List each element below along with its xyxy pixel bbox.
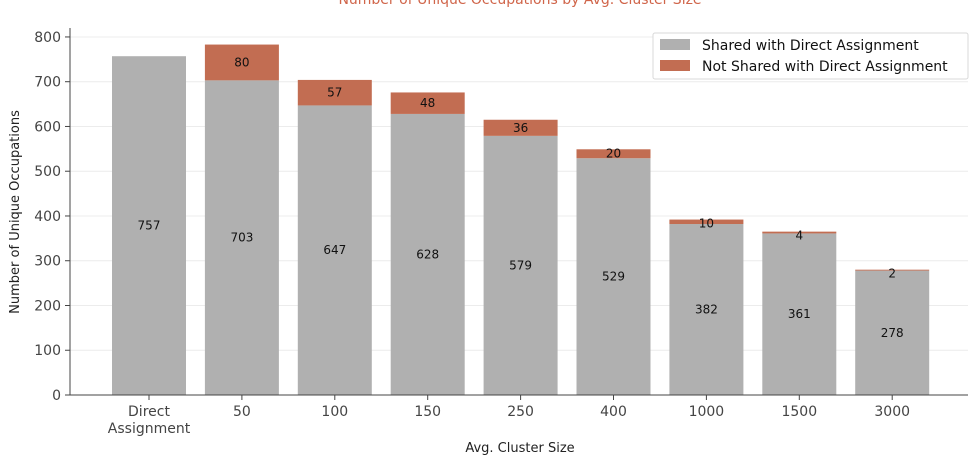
bar-not-shared-7 xyxy=(762,231,837,234)
bar-shared-2 xyxy=(297,105,372,396)
bar-shared-8 xyxy=(855,270,930,395)
bar-not-shared-6 xyxy=(669,219,744,225)
y-tick-label-500: 500 xyxy=(34,164,61,180)
bar-shared-6 xyxy=(669,224,744,395)
x-axis-label: Avg. Cluster Size xyxy=(465,441,574,456)
data-label-shared-4: 579 xyxy=(509,258,532,272)
bar-not-shared-5 xyxy=(576,149,651,159)
data-label-shared-3: 628 xyxy=(416,247,439,261)
bar-shared-0 xyxy=(112,56,186,395)
data-label-not-shared-7: 4 xyxy=(795,229,803,243)
bar-not-shared-8 xyxy=(855,269,930,271)
data-label-not-shared-2: 57 xyxy=(327,86,342,100)
y-ticks: 0 100 200 300 400 500 600 700 800 xyxy=(34,30,70,404)
x-tick-label-7: 1500 xyxy=(781,404,817,420)
x-tick-label-1: 50 xyxy=(233,404,251,420)
x-tick-label-5: 400 xyxy=(600,404,627,420)
bar-shared-3 xyxy=(390,113,465,396)
bar-shared-1 xyxy=(204,80,279,396)
x-tick-label-8: 3000 xyxy=(874,404,910,420)
data-label-not-shared-5: 20 xyxy=(606,146,621,160)
y-tick-label-100: 100 xyxy=(34,343,61,359)
y-tick-label-700: 700 xyxy=(34,75,61,91)
x-tick-label-2: 100 xyxy=(321,404,348,420)
y-tick-label-300: 300 xyxy=(34,254,61,270)
bar-not-shared-2 xyxy=(297,79,372,106)
bar-not-shared-3 xyxy=(390,92,465,114)
legend-frame xyxy=(652,32,969,80)
x-tick-label-0-line0: Direct xyxy=(128,404,170,420)
legend-swatch-shared xyxy=(660,39,690,50)
x-tick-label-4: 250 xyxy=(507,404,534,420)
legend: Shared with Direct Assignment Not Shared… xyxy=(652,32,969,80)
data-labels: 757 703 80 647 57 628 48 579 36 529 20 382 10 361 4 278… xyxy=(138,55,904,339)
data-label-not-shared-3: 48 xyxy=(420,96,435,110)
x-tick-label-6: 1000 xyxy=(689,404,725,420)
data-label-shared-2: 647 xyxy=(323,243,346,257)
chart-title: Number of Unique Occupations by Avg. Clu… xyxy=(338,0,701,8)
data-label-shared-7: 361 xyxy=(788,307,811,321)
y-axis-label: Number of Unique Occupations xyxy=(8,110,23,314)
bar-shared-5 xyxy=(576,158,651,395)
data-label-not-shared-4: 36 xyxy=(513,121,528,135)
y-tick-label-800: 800 xyxy=(34,30,61,46)
bar-shared-7 xyxy=(762,233,837,395)
x-tick-label-3: 150 xyxy=(414,404,441,420)
y-tick-label-600: 600 xyxy=(34,119,61,135)
data-label-not-shared-1: 80 xyxy=(234,55,249,69)
data-label-shared-0: 757 xyxy=(138,219,161,233)
y-tick-label-200: 200 xyxy=(34,298,61,314)
bar-not-shared-1 xyxy=(204,44,279,81)
data-label-shared-6: 382 xyxy=(695,303,718,317)
y-tick-label-400: 400 xyxy=(34,209,61,225)
data-label-not-shared-8: 2 xyxy=(888,267,896,281)
legend-label-shared: Shared with Direct Assignment xyxy=(702,38,919,54)
bar-shared-4 xyxy=(483,135,558,396)
x-tick-label-0-line1: Assignment xyxy=(108,421,191,437)
legend-swatch-not-shared xyxy=(660,60,690,71)
data-label-shared-5: 529 xyxy=(602,270,625,284)
axes xyxy=(69,28,968,396)
bars xyxy=(112,44,930,396)
legend-label-not-shared: Not Shared with Direct Assignment xyxy=(702,59,948,75)
data-label-shared-1: 703 xyxy=(230,231,253,245)
data-label-not-shared-6: 10 xyxy=(699,217,714,231)
bar-not-shared-4 xyxy=(483,119,558,136)
y-tick-label-0: 0 xyxy=(52,388,61,404)
data-label-shared-8: 278 xyxy=(881,326,904,340)
